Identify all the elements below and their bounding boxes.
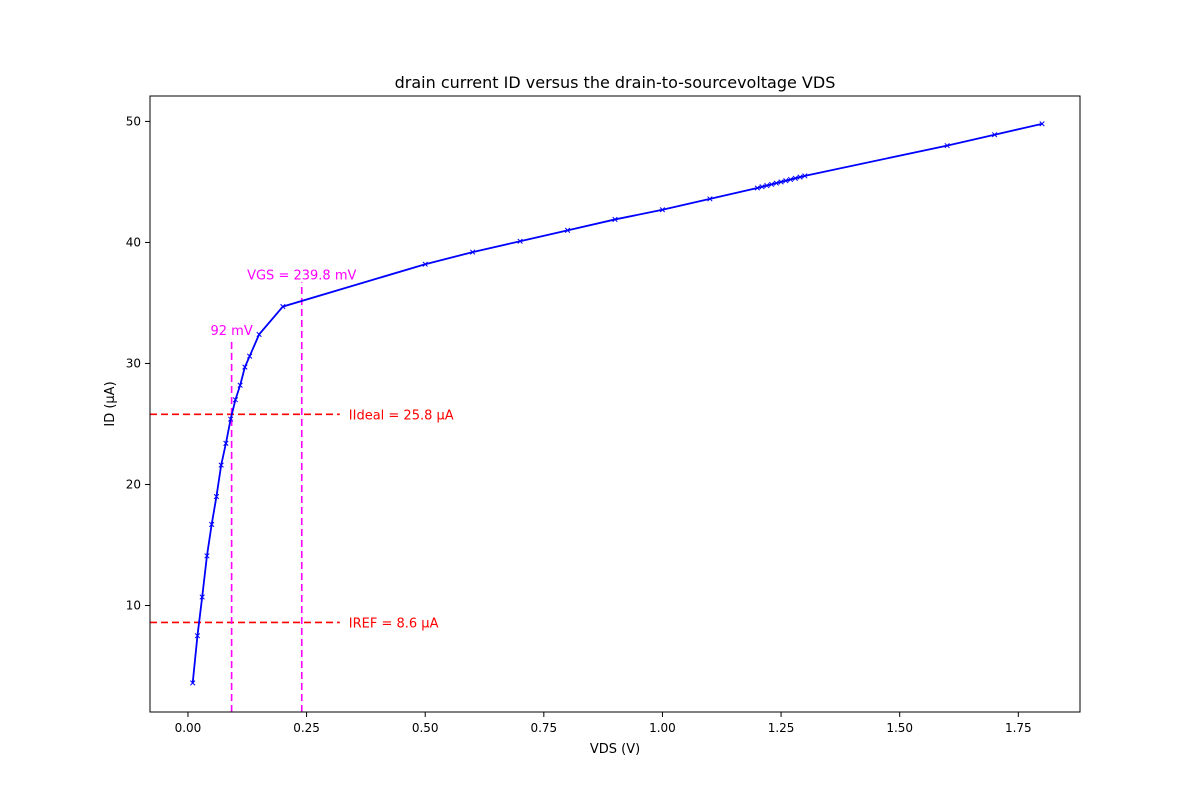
data-point-stroke: [787, 176, 794, 183]
axes-frame: [149, 95, 1081, 713]
data-point-stroke: [228, 416, 234, 422]
data-point: [280, 303, 286, 310]
data-point: [792, 175, 798, 181]
x-tick-label: 1.50: [886, 721, 913, 735]
data-point-stroke: [778, 179, 784, 185]
data-point: [754, 185, 761, 191]
data-point: [564, 227, 571, 233]
data-point-stroke: [213, 493, 220, 500]
data-point: [246, 353, 253, 359]
data-point-stroke: [944, 142, 950, 149]
plot-area: IIdeal = 25.8 µA IREF = 8.6 µA 92 mV VGS = …: [150, 121, 1045, 712]
data-point-stroke: [218, 462, 224, 468]
data-point: [991, 132, 998, 138]
data-point-stroke: [190, 680, 196, 686]
x-tick-label: 0.25: [293, 721, 320, 735]
data-point-stroke: [242, 364, 248, 370]
x-tick-label: 0.75: [530, 721, 557, 735]
data-point-stroke: [773, 180, 779, 186]
data-point: [199, 594, 205, 600]
data-point: [422, 261, 428, 267]
data-point-stroke: [759, 184, 765, 190]
data-point-stroke: [246, 353, 253, 359]
data-point-stroke: [612, 216, 618, 223]
data-point: [190, 680, 196, 686]
data-point-stroke: [768, 181, 775, 187]
reference-hline-label: IIdeal = 25.8 µA: [349, 408, 454, 423]
data-point: [802, 173, 808, 179]
data-point: [218, 462, 224, 468]
y-tick-label: 10: [126, 599, 141, 613]
data-point: [228, 416, 234, 422]
data-point: [764, 182, 770, 189]
data-point: [209, 521, 215, 528]
reference-vline-label: VGS = 239.8 mV: [247, 268, 356, 283]
data-point: [787, 176, 794, 183]
data-point: [256, 331, 262, 338]
data-point: [223, 440, 229, 446]
data-point: [783, 178, 789, 184]
data-point-stroke: [764, 182, 770, 189]
data-point-stroke: [1039, 121, 1045, 127]
x-tick-label: 1.25: [768, 721, 795, 735]
data-point-stroke: [469, 249, 476, 255]
data-point-stroke: [199, 594, 205, 600]
x-tick-label: 1.75: [1005, 721, 1032, 735]
data-point-stroke: [792, 175, 798, 181]
x-tick-label: 0.50: [412, 721, 439, 735]
data-point-stroke: [797, 174, 803, 180]
data-point-stroke: [232, 397, 239, 403]
data-point-stroke: [802, 173, 808, 179]
data-point: [944, 142, 950, 149]
data-point: [707, 196, 713, 202]
data-point-stroke: [422, 261, 428, 267]
data-point-stroke: [783, 178, 789, 184]
reference-vline-label: 92 mV: [210, 324, 252, 339]
data-point: [1039, 121, 1045, 127]
data-point-stroke: [280, 303, 286, 310]
data-point: [759, 184, 765, 190]
data-point-stroke: [256, 331, 262, 338]
data-point: [213, 493, 220, 500]
x-axis-label: VDS (V): [590, 742, 640, 757]
x-tick-label: 0.00: [175, 721, 202, 735]
y-axis-label: ID (µA): [103, 381, 118, 426]
data-point: [469, 249, 476, 255]
data-point-stroke: [223, 440, 229, 446]
data-point: [659, 207, 666, 213]
data-point: [194, 633, 201, 639]
data-point: [237, 382, 243, 388]
data-point-stroke: [194, 633, 201, 639]
data-point-stroke: [991, 132, 998, 138]
data-point: [517, 238, 523, 244]
data-point: [773, 180, 779, 186]
data-point-stroke: [564, 227, 571, 233]
data-point: [778, 179, 784, 185]
data-point-stroke: [204, 553, 210, 559]
data-point-stroke: [237, 382, 243, 388]
data-point: [242, 364, 248, 370]
data-point-stroke: [517, 238, 523, 244]
x-tick-label: 1.00: [649, 721, 676, 735]
data-point: [768, 181, 775, 187]
y-tick-label: 30: [126, 356, 141, 370]
data-point: [232, 397, 239, 403]
data-point: [797, 174, 803, 180]
reference-hline-label: IREF = 8.6 µA: [349, 616, 439, 631]
data-point: [204, 553, 210, 559]
y-tick-label: 50: [126, 114, 141, 128]
data-point: [612, 216, 618, 223]
x-axis: 0.00 0.25 0.50 0.75 1.00 1.25 1.50 1.75: [175, 712, 1032, 735]
y-tick-label: 40: [126, 235, 141, 249]
chart-title: drain current ID versus the drain-to-sou…: [395, 73, 836, 92]
y-axis: 10 20 30 40 50: [126, 114, 150, 613]
y-tick-label: 20: [126, 477, 141, 491]
data-point-stroke: [659, 207, 666, 213]
data-point-stroke: [707, 196, 713, 202]
data-point-stroke: [209, 521, 215, 528]
data-point-stroke: [754, 185, 761, 191]
